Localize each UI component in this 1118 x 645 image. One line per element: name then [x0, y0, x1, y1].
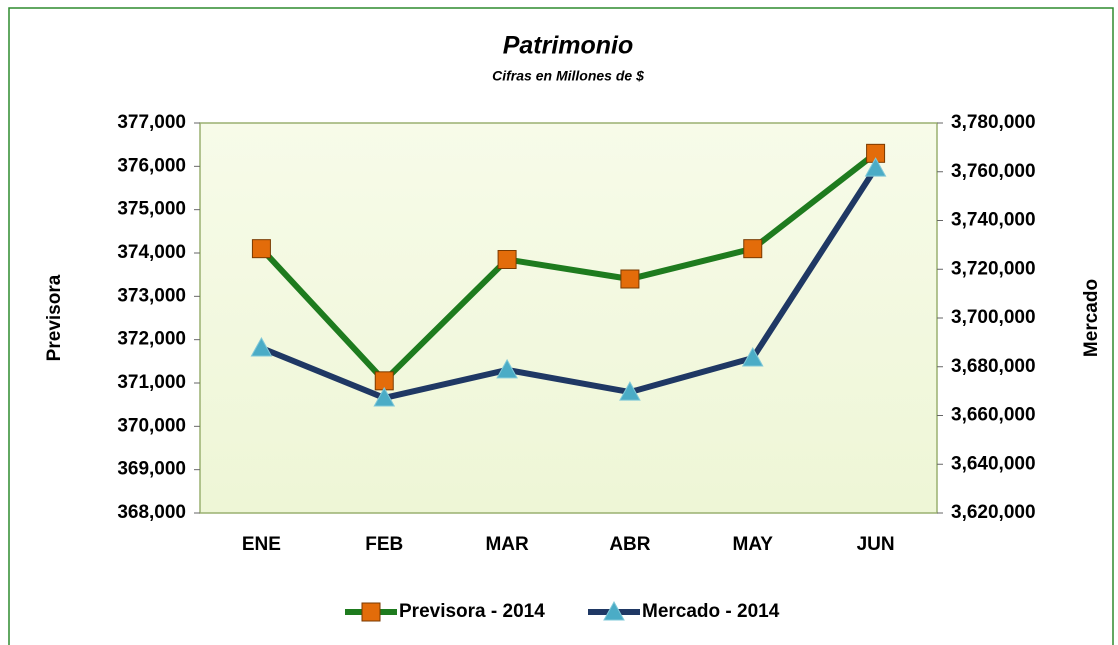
y2-tick-label: 3,720,000	[951, 258, 1036, 279]
data-point	[497, 250, 517, 269]
y-tick-label: 371,000	[117, 372, 186, 393]
plot-area	[199, 122, 938, 514]
y-tick-label: 368,000	[117, 502, 186, 523]
legend-marker	[361, 602, 381, 622]
x-tick-label: FEB	[365, 534, 403, 555]
y2-tick-label: 3,760,000	[951, 161, 1036, 182]
y2-tick-label: 3,740,000	[951, 210, 1036, 231]
data-point	[251, 239, 271, 259]
series-line	[260, 166, 879, 401]
data-point	[619, 381, 641, 401]
legend-marker	[603, 600, 625, 621]
y-tick-label: 373,000	[117, 285, 186, 306]
y-tick-label: 375,000	[117, 199, 186, 220]
y-tick-label: 376,000	[117, 155, 186, 176]
data-point	[496, 358, 518, 379]
y-tick-label: 369,000	[117, 459, 186, 480]
data-point	[864, 157, 887, 177]
y2-tick-label: 3,620,000	[951, 502, 1036, 523]
data-point	[741, 346, 764, 367]
y2-axis-label: Mercado	[1081, 279, 1102, 357]
x-tick-label: ENE	[242, 534, 281, 555]
chart-title: Patrimonio	[503, 32, 634, 60]
chart-subtitle: Cifras en Millones de $	[492, 68, 644, 84]
y-tick-label: 377,000	[117, 112, 186, 133]
y-tick-label: 372,000	[117, 329, 186, 350]
data-point	[620, 269, 640, 289]
data-point	[743, 239, 763, 259]
x-tick-label: JUN	[857, 534, 895, 555]
x-tick-label: MAR	[485, 534, 529, 555]
y-axis-label: Previsora	[44, 274, 65, 361]
y2-tick-label: 3,680,000	[951, 356, 1036, 377]
y-tick-label: 370,000	[117, 415, 186, 436]
data-point	[250, 336, 273, 357]
y2-tick-label: 3,660,000	[951, 405, 1036, 426]
series-line	[259, 150, 878, 384]
y2-tick-label: 3,700,000	[951, 307, 1036, 328]
y-tick-label: 374,000	[117, 242, 186, 263]
data-point	[373, 386, 396, 407]
y2-tick-label: 3,780,000	[951, 112, 1036, 133]
x-tick-label: MAY	[733, 534, 774, 555]
x-tick-label: ABR	[609, 534, 650, 555]
legend-label: Mercado - 2014	[642, 601, 780, 622]
legend-label: Previsora - 2014	[399, 601, 545, 622]
y2-tick-label: 3,640,000	[951, 453, 1036, 474]
